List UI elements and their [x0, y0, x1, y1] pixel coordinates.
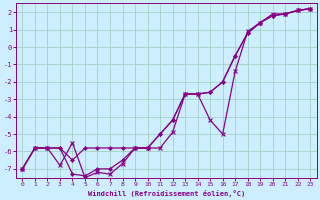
X-axis label: Windchill (Refroidissement éolien,°C): Windchill (Refroidissement éolien,°C) [88, 190, 245, 197]
